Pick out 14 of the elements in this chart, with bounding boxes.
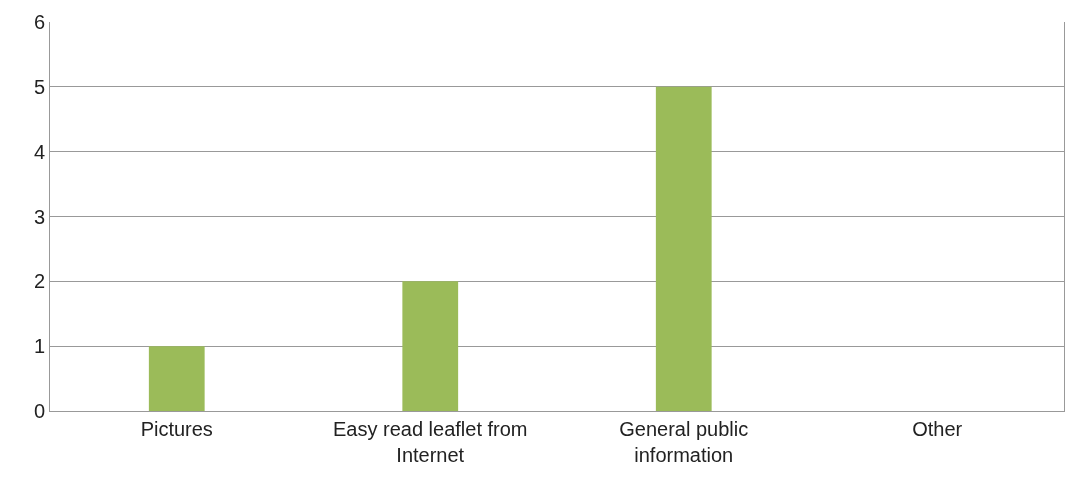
x-tick-label: General public information (619, 418, 749, 466)
y-tick-label: 2 (33, 270, 45, 293)
bar (655, 86, 712, 411)
y-tick-label: 3 (33, 205, 45, 228)
y-tick-label: 4 (33, 140, 45, 163)
y-tick-label: 5 (33, 75, 45, 98)
bar (148, 346, 205, 411)
x-tick-label: Easy read leaflet from Internet (332, 418, 528, 466)
y-tick-label: 1 (33, 335, 45, 358)
bar (402, 281, 459, 411)
y-tick-label: 6 (33, 11, 45, 33)
y-tick-label: 0 (33, 400, 45, 422)
x-tick-label: Pictures (140, 418, 213, 440)
x-tick-label: Other (912, 418, 963, 440)
